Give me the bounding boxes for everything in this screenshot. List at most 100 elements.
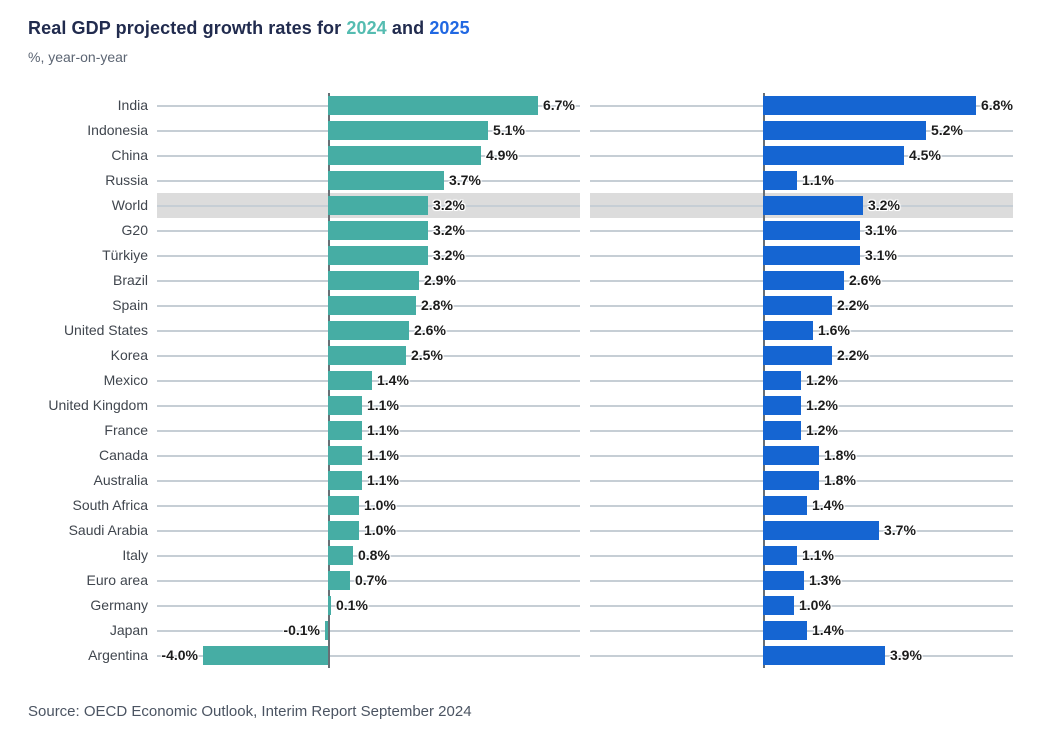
panel-2025: 1.2%: [590, 368, 1013, 393]
chart-row: France 1.1% 1.2%: [0, 418, 1054, 443]
bar-2025: [763, 571, 804, 590]
bar-2024: [328, 396, 362, 415]
value-label-2025: 2.6%: [849, 272, 881, 288]
panel-2025: 1.2%: [590, 418, 1013, 443]
panel-2024: 1.1%: [157, 393, 580, 418]
value-label-2024: 2.6%: [414, 322, 446, 338]
chart-title-year-2024: 2024: [346, 18, 387, 38]
bar-2024: [328, 296, 416, 315]
chart-row: Korea 2.5% 2.2%: [0, 343, 1054, 368]
panel-2025: 1.1%: [590, 543, 1013, 568]
chart-row: Spain 2.8% 2.2%: [0, 293, 1054, 318]
panel-gap: [580, 468, 590, 493]
gridline: [157, 505, 580, 507]
panel-2024: 1.0%: [157, 493, 580, 518]
chart-row: Mexico 1.4% 1.2%: [0, 368, 1054, 393]
chart-row: Indonesia 5.1% 5.2%: [0, 118, 1054, 143]
category-label: Russia: [105, 172, 148, 188]
bar-2024: [328, 446, 362, 465]
bar-2024: [328, 346, 406, 365]
bar-2025: [763, 471, 819, 490]
value-label-2025: 1.2%: [806, 422, 838, 438]
panel-2025: 3.1%: [590, 218, 1013, 243]
panel-2025: 2.2%: [590, 293, 1013, 318]
chart-row: India 6.7% 6.8%: [0, 93, 1054, 118]
value-label-2025: 1.8%: [824, 447, 856, 463]
category-label: Canada: [98, 447, 148, 463]
value-label-2024: 3.7%: [449, 172, 481, 188]
panel-2024: 0.1%: [157, 593, 580, 618]
panel-gap: [580, 543, 590, 568]
chart-row: Brazil 2.9% 2.6%: [0, 268, 1054, 293]
bar-2025: [763, 496, 807, 515]
chart-title-year-2025: 2025: [429, 18, 470, 38]
panel-gap: [580, 218, 590, 243]
gridline: [590, 430, 1013, 432]
gridline: [157, 655, 580, 657]
bar-2024: [328, 496, 359, 515]
category-label: Euro area: [86, 572, 148, 588]
value-label-2024: 2.8%: [421, 297, 453, 313]
panel-gap: [580, 118, 590, 143]
category-label: France: [104, 422, 148, 438]
panel-2024: 1.1%: [157, 418, 580, 443]
panel-2024: 4.9%: [157, 143, 580, 168]
bar-2024: [328, 121, 488, 140]
bar-2024: [325, 621, 328, 640]
value-label-2024: 3.2%: [433, 247, 465, 263]
value-label-2025: 1.4%: [812, 497, 844, 513]
bar-2024: [328, 196, 428, 215]
panel-2025: 3.1%: [590, 243, 1013, 268]
panel-2025: 3.7%: [590, 518, 1013, 543]
value-label-2024: 1.4%: [377, 372, 409, 388]
bar-2025: [763, 371, 801, 390]
chart-row: China 4.9% 4.5%: [0, 143, 1054, 168]
panel-2025: 2.6%: [590, 268, 1013, 293]
gridline: [157, 480, 580, 482]
category-label: Brazil: [112, 272, 148, 288]
bar-2025: [763, 521, 879, 540]
panel-gap: [580, 568, 590, 593]
category-label: India: [117, 97, 148, 113]
category-label: Saudi Arabia: [68, 522, 148, 538]
panel-gap: [580, 443, 590, 468]
panel-2024: 0.7%: [157, 568, 580, 593]
bar-2024: [328, 246, 428, 265]
value-label-2024: 3.2%: [433, 222, 465, 238]
chart-title-prefix: Real GDP projected growth rates for: [28, 18, 347, 38]
panel-2024: -0.1%: [157, 618, 580, 643]
value-label-2025: 2.2%: [837, 347, 869, 363]
panel-2025: 1.4%: [590, 493, 1013, 518]
panel-2024: 3.2%: [157, 243, 580, 268]
value-label-2024: 2.5%: [411, 347, 443, 363]
category-label: China: [111, 147, 148, 163]
chart-row: Germany 0.1% 1.0%: [0, 593, 1054, 618]
value-label-2025: 3.9%: [890, 647, 922, 663]
panel-gap: [580, 368, 590, 393]
bar-2025: [763, 271, 844, 290]
category-label: Germany: [90, 597, 148, 613]
chart-row: World 3.2% 3.2%: [0, 193, 1054, 218]
bar-2025: [763, 246, 860, 265]
panel-2024: 2.8%: [157, 293, 580, 318]
panel-gap: [580, 168, 590, 193]
panel-gap: [580, 243, 590, 268]
chart-row: G20 3.2% 3.1%: [0, 218, 1054, 243]
bar-2025: [763, 346, 832, 365]
panel-2024: 6.7%: [157, 93, 580, 118]
value-label-2024: 4.9%: [486, 147, 518, 163]
value-label-2025: 1.8%: [824, 472, 856, 488]
panel-2024: -4.0%: [157, 643, 580, 668]
bar-2024: [328, 421, 362, 440]
bar-2024: [328, 596, 331, 615]
panel-2024: 2.9%: [157, 268, 580, 293]
chart-row: United Kingdom 1.1% 1.2%: [0, 393, 1054, 418]
category-label: Australia: [93, 472, 148, 488]
value-label-2025: 5.2%: [931, 122, 963, 138]
chart-row: Saudi Arabia 1.0% 3.7%: [0, 518, 1054, 543]
value-label-2024: 0.1%: [336, 597, 368, 613]
panel-2024: 1.1%: [157, 443, 580, 468]
value-label-2025: 1.0%: [799, 597, 831, 613]
panel-gap: [580, 93, 590, 118]
